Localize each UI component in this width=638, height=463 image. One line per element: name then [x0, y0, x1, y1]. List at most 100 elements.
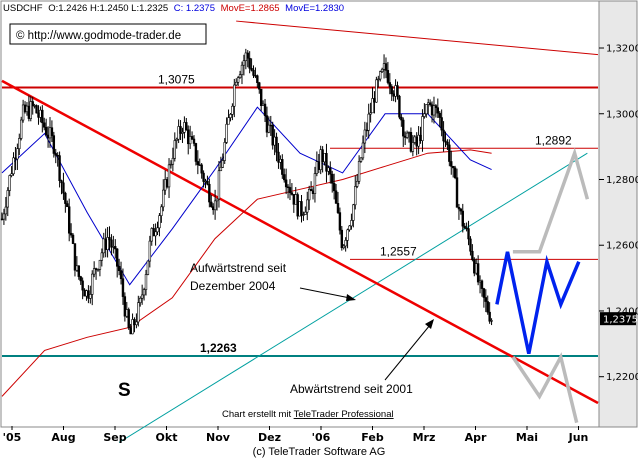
candle-body [244, 52, 248, 62]
downtrend-arrowhead [425, 319, 434, 329]
candle-body [127, 309, 130, 328]
candle-body [248, 57, 251, 69]
forecast-path [495, 251, 581, 355]
header-legend: USDCHF O:1.2426 H:1.2450 L:1.2325 C: 1.2… [3, 3, 344, 14]
candle-body [165, 179, 169, 188]
candle-body [171, 157, 175, 165]
candle-body [246, 52, 249, 59]
candle-body [185, 122, 188, 131]
candle-body [309, 189, 313, 192]
candle-body [187, 129, 190, 145]
candle-body [35, 105, 38, 114]
candle-body [336, 203, 340, 213]
chart-credit-prefix: Chart erstellt mit [222, 409, 294, 420]
candle-body [361, 142, 365, 159]
candle-body [198, 164, 201, 166]
candle-body [27, 105, 31, 119]
candle-body [81, 280, 84, 291]
candle-body [355, 180, 359, 187]
candle-body [58, 155, 61, 182]
candle-body [206, 181, 209, 185]
candle-body [177, 126, 180, 140]
watermark-box [9, 23, 207, 45]
candle-body [304, 211, 307, 215]
candle-body [156, 227, 159, 233]
candle-body [227, 117, 230, 125]
candle-body [204, 181, 207, 183]
candle-body [190, 136, 194, 140]
header-mova1: MovE=1.2865 [221, 3, 280, 14]
chart-credit-link[interactable]: TeleTrader Professional [294, 409, 394, 420]
candle-body [281, 159, 284, 175]
candle-body [265, 115, 269, 133]
candle-body [488, 311, 491, 322]
candle-body [6, 190, 9, 208]
candle-body [131, 319, 134, 335]
annotation-downtrend: Abwärtstrend seit 2001 [290, 382, 413, 396]
candle-body [375, 79, 378, 103]
candle-body [409, 132, 413, 152]
candle-body [256, 75, 259, 84]
candle-body [194, 143, 198, 162]
annotation-uptrend-line2: Dezember 2004 [190, 279, 276, 293]
candle-body [354, 186, 357, 206]
candle-body [451, 166, 455, 169]
candle-body [365, 129, 368, 132]
candle-body [486, 301, 489, 313]
candle-body [192, 138, 196, 144]
candle-body [139, 297, 142, 303]
candle-body [173, 140, 176, 159]
candle-body [350, 220, 353, 227]
candle-body [66, 203, 69, 208]
candle-body [480, 280, 484, 289]
candle-body [482, 288, 486, 298]
candle-body [148, 240, 152, 262]
candle-body [14, 157, 17, 160]
candle-body [12, 157, 15, 175]
candle-body [196, 161, 200, 166]
candle-body [386, 70, 390, 83]
candle-body [181, 132, 184, 134]
candle-body [10, 173, 13, 176]
candle-body [459, 208, 463, 212]
candle-body [213, 200, 217, 211]
candlesticks [0, 48, 493, 335]
candle-body [112, 246, 115, 248]
x-tick-label: Jun [568, 431, 589, 444]
candle-body [275, 136, 278, 153]
candle-body [306, 199, 309, 213]
footer-credit: (c) TeleTrader Software AG [252, 446, 386, 458]
candle-body [279, 159, 282, 163]
y-tick-label: 1,3200 [606, 44, 638, 55]
candle-body [254, 75, 257, 77]
candle-body [250, 68, 253, 71]
candle-body [371, 98, 374, 114]
candle-body [16, 148, 19, 160]
candle-body [229, 114, 232, 118]
candle-body [83, 289, 86, 297]
candle-body [163, 179, 167, 191]
candle-body [23, 104, 27, 113]
candle-body [432, 105, 436, 116]
candle-body [215, 198, 219, 202]
candle-body [357, 161, 361, 182]
annotation-s-marker: S [118, 380, 131, 401]
candle-body [117, 266, 121, 271]
candle-body [39, 109, 42, 118]
candle-body [225, 123, 228, 143]
candle-body [46, 134, 50, 139]
x-tick-label: Dez [258, 431, 281, 444]
candle-body [377, 78, 380, 81]
candle-body [342, 245, 345, 249]
candle-body [453, 167, 457, 179]
header-ohlc: O:1.2426 H:1.2450 L:1.2325 [48, 3, 168, 14]
last-price-label: 1,2375 [603, 315, 638, 326]
y-tick-label: 1,2400 [606, 306, 638, 317]
candle-body [344, 240, 347, 247]
candle-body [271, 124, 274, 146]
x-axis: '05 Aug Sep Okt Nov Dez '06 Feb Mrz Apr Mai Jun [3, 426, 589, 444]
candle-body [394, 85, 397, 97]
candle-body [33, 105, 36, 107]
x-tick-label: Nov [206, 431, 231, 444]
candle-body [18, 138, 21, 149]
